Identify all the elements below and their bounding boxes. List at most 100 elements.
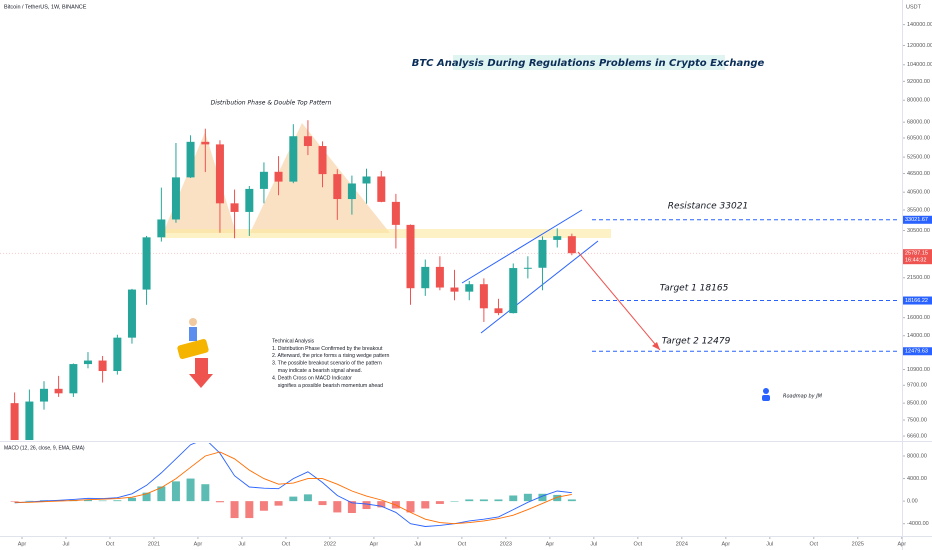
macd-line: [14, 443, 572, 527]
trader-icon: [177, 318, 213, 388]
histogram-bar: [274, 501, 283, 506]
x-tick-label: Oct: [810, 541, 819, 547]
candle-body: [391, 201, 400, 225]
histogram-bar: [157, 486, 166, 502]
candle-body: [450, 287, 459, 292]
candle-body: [347, 183, 356, 200]
candle-body: [157, 219, 166, 238]
x-tick-label: Jul: [414, 541, 421, 547]
x-tick-label: Oct: [282, 541, 291, 547]
histogram-bar: [538, 493, 547, 502]
candle-body: [186, 141, 195, 178]
histogram-bar: [83, 499, 92, 502]
histogram-bar: [347, 501, 356, 513]
y-tick-label: 14000.00: [907, 333, 930, 339]
y-tick-label: 10900.00: [907, 367, 930, 373]
histogram-bar: [479, 499, 488, 502]
histogram-bar: [142, 492, 151, 502]
candle-body: [127, 289, 136, 338]
y-tick-label: 80000.00: [907, 98, 930, 104]
top-triangle: [250, 123, 390, 233]
candle-body: [318, 146, 327, 175]
candle-body: [303, 136, 312, 147]
x-tick-label: Apr: [546, 541, 555, 547]
histogram-bar: [171, 481, 180, 502]
note-line: may indicate a bearish signal ahead.: [272, 368, 362, 374]
histogram-bar: [553, 494, 562, 502]
y-tick-label: 30500.00: [907, 228, 930, 234]
candle-body: [494, 308, 503, 314]
candle-body: [406, 224, 415, 289]
note-line: 2. Afterward, the price forms a rising w…: [272, 353, 389, 359]
symbol-header: Bitcoin / TetherUS, 1W, BINANCE: [4, 4, 87, 10]
price-label-box: [903, 249, 932, 265]
x-tick-label: Jul: [62, 541, 69, 547]
price-label-box: [903, 215, 932, 224]
candle-body: [98, 360, 107, 372]
annotation: Target 2 12479: [662, 337, 731, 347]
macd-title: MACD (12, 26, close, 9, EMA, EMA): [4, 445, 85, 451]
histogram-bar: [303, 494, 312, 502]
y-tick-label: 68000.00: [907, 120, 930, 126]
candle-body: [54, 388, 63, 394]
candle-body: [171, 177, 180, 220]
candle-body: [201, 141, 210, 145]
price-label: 33021.67: [905, 217, 928, 223]
macd-pane: [10, 443, 576, 527]
y-tick-label: 40500.00: [907, 190, 930, 196]
histogram-bar: [215, 501, 224, 503]
candle-body: [377, 176, 386, 202]
y-tick-label: 52500.00: [907, 155, 930, 161]
y-tick-label: 9700.00: [907, 383, 927, 389]
countdown: 16:44:32: [905, 258, 926, 264]
x-tick-label: Apr: [370, 541, 379, 547]
histogram-bar: [450, 501, 459, 502]
y-tick-label: 16000.00: [907, 315, 930, 321]
arrow-head: [652, 342, 660, 350]
chart-title: BTC Analysis During Regulations Problems…: [412, 58, 765, 69]
histogram-bar: [25, 500, 34, 502]
x-tick-label: Jul: [590, 541, 597, 547]
candle-body: [553, 236, 562, 240]
candle-body: [509, 268, 518, 314]
histogram-bar: [318, 501, 327, 506]
candle-body: [142, 237, 151, 290]
candle-body: [215, 144, 224, 204]
annotation: Target 1 18165: [660, 284, 729, 294]
histogram-bar: [421, 501, 430, 509]
x-tick-label: Apr: [722, 541, 731, 547]
x-tick-label: Jul: [238, 541, 245, 547]
annotation: Resistance 33021: [668, 202, 748, 212]
candle-body: [333, 174, 342, 200]
y-tick-label: 46500.00: [907, 171, 930, 177]
wedge-line: [461, 209, 583, 284]
x-tick-label: Apr: [897, 541, 906, 547]
histogram-bar: [494, 499, 503, 502]
candle-body: [230, 203, 239, 212]
histogram-bar: [509, 495, 518, 502]
y-tick-label: 8000.00: [907, 453, 927, 459]
histogram-bar: [435, 501, 444, 504]
y-tick-label: 104000.00: [907, 62, 932, 68]
note-line: signifies a possible bearish momentum ah…: [272, 383, 383, 389]
price-pane: [0, 120, 900, 440]
wedge-line: [480, 240, 599, 334]
author-note: Roadmap by JM: [783, 394, 823, 400]
candle-body: [245, 188, 254, 212]
price-label: 25787.15: [905, 251, 928, 257]
y-tick-label: -4000.00: [907, 521, 929, 527]
candle-body: [523, 267, 532, 269]
x-tick-label: 2021: [148, 541, 160, 547]
histogram-bar: [465, 499, 474, 502]
x-tick-label: 2025: [852, 541, 864, 547]
histogram-bar: [113, 500, 122, 502]
candle-body: [362, 176, 371, 184]
title-box: [453, 55, 725, 70]
y-tick-label: 6660.00: [907, 434, 927, 440]
x-tick-label: Oct: [458, 541, 467, 547]
price-label: 12479.63: [905, 349, 928, 355]
top-triangle: [163, 132, 236, 233]
y-tick-label: 0.00: [907, 499, 918, 505]
histogram-bar: [406, 501, 415, 513]
